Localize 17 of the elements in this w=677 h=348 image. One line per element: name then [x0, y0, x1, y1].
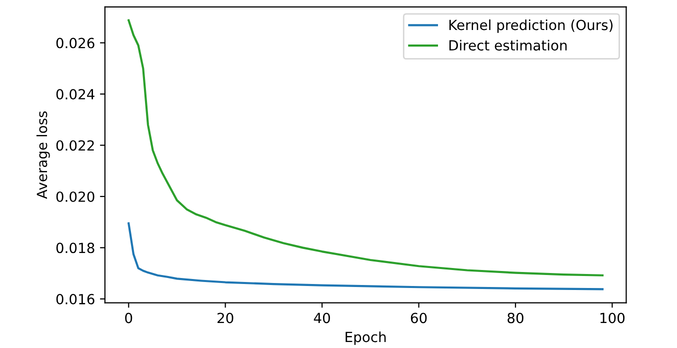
- x-tick-label: 40: [314, 312, 330, 324]
- x-tick-label: 100: [600, 312, 625, 324]
- line-series: [128, 222, 604, 290]
- y-axis-title: Average loss: [36, 111, 50, 199]
- y-tick-label: 0.020: [56, 191, 94, 202]
- legend-label: Direct estimation: [449, 40, 567, 51]
- y-tick-label: 0.024: [56, 89, 94, 100]
- x-tick-label: 80: [508, 312, 524, 324]
- y-tick-label: 0.022: [56, 140, 94, 151]
- legend-label: Kernel prediction (Ours): [449, 19, 613, 33]
- y-tick-label: 0.018: [56, 242, 94, 254]
- x-tick-label: 0: [125, 312, 132, 324]
- x-axis-title: Epoch: [346, 331, 386, 345]
- y-tick-label: 0.016: [56, 294, 94, 304]
- x-tick-label: 60: [410, 312, 427, 324]
- x-tick-label: 20: [218, 312, 234, 324]
- y-tick-label: 0.026: [56, 38, 94, 48]
